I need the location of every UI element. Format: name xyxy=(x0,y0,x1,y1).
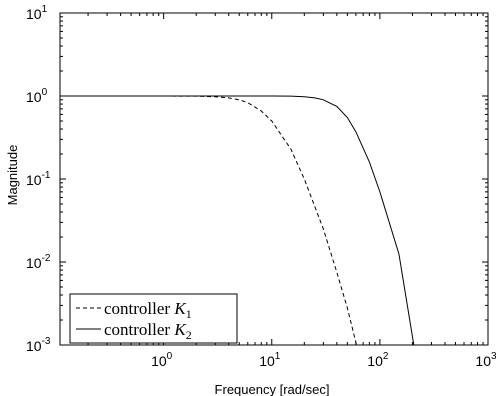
y-tick-label: 10-1 xyxy=(26,170,51,188)
x-tick-label: 102 xyxy=(367,351,389,369)
y-tick-label: 10-3 xyxy=(26,336,51,354)
y-axis-label: Magnitude xyxy=(5,145,20,206)
x-axis-label: Frequency [rad/sec] xyxy=(215,382,330,396)
x-tick-label: 103 xyxy=(475,351,497,369)
y-tick-label: 100 xyxy=(26,87,48,105)
axis-ticks: 100 101 102 103 10-3 10-2 10-1 100 101 xyxy=(26,4,497,369)
x-tick-label: 101 xyxy=(259,351,281,369)
legend-label-1: controller K1 xyxy=(104,299,192,321)
x-tick-label: 100 xyxy=(151,351,173,369)
series-line-2 xyxy=(60,95,415,346)
y-tick-label: 10-2 xyxy=(26,253,51,271)
y-tick-label: 101 xyxy=(26,4,48,22)
data-lines xyxy=(60,95,415,346)
legend-box xyxy=(69,293,238,344)
legend-label-2: controller K2 xyxy=(104,320,192,342)
